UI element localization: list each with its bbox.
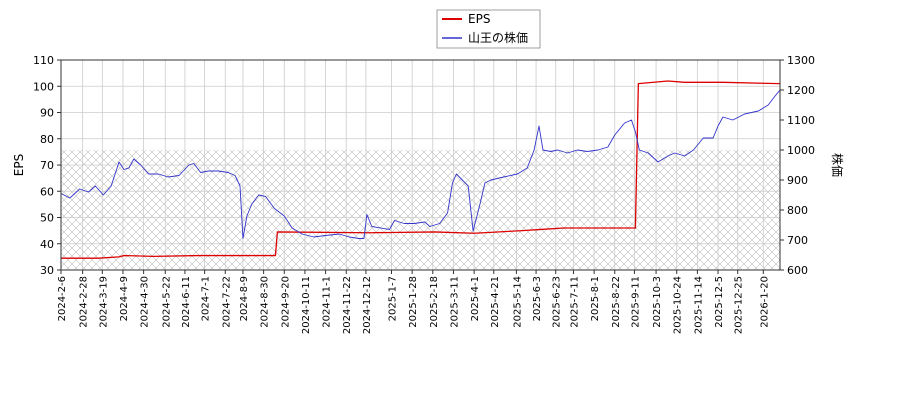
y-right-tick-label: 1300 xyxy=(787,54,815,67)
x-tick-label: 2025-8-22 xyxy=(611,276,622,328)
x-tick-label: 2025-3-11 xyxy=(449,276,460,328)
y-right-tick-label: 1100 xyxy=(787,114,815,127)
y-left-tick-label: 110 xyxy=(33,54,54,67)
x-tick-label: 2024-7-1 xyxy=(201,276,212,321)
y-left-axis-label: EPS xyxy=(12,154,26,176)
x-tick-label: 2025-4-1 xyxy=(470,276,481,321)
hatch-band xyxy=(61,150,780,270)
x-tick-label: 2025-10-24 xyxy=(673,276,684,334)
price-line xyxy=(61,89,780,239)
x-tick-label: 2025-1-28 xyxy=(408,276,419,328)
eps-line xyxy=(61,80,780,259)
legend-box xyxy=(436,9,541,49)
x-tick-label: 2024-4-30 xyxy=(140,276,151,328)
series-layer xyxy=(61,80,780,259)
x-tick-label: 2025-1-7 xyxy=(387,276,398,321)
x-tick-label: 2024-4-9 xyxy=(119,276,130,321)
y-right-tick-label: 600 xyxy=(787,264,808,277)
x-tick-label: 2024-8-9 xyxy=(239,276,250,321)
x-axis-ticks: 2024-2-6 2024-2-28 2024-3-19 2024-4-9 2024-4… xyxy=(57,270,770,334)
x-tick-label: 2024-2-6 xyxy=(57,276,68,321)
x-tick-label: 2024-12-12 xyxy=(362,276,373,334)
y-right-tick-label: 1000 xyxy=(787,144,815,157)
x-tick-label: 2024-7-22 xyxy=(221,276,232,328)
y-left-tick-label: 90 xyxy=(40,107,54,120)
y-left-tick-label: 60 xyxy=(40,185,54,198)
x-tick-label: 2025-12-25 xyxy=(734,276,745,334)
y-right-tick-label: 800 xyxy=(787,204,808,217)
x-tick-label: 2025-6-3 xyxy=(532,276,543,321)
legend: EPS 山王の株価 xyxy=(436,9,541,49)
y-right-tick-label: 900 xyxy=(787,174,808,187)
y-left-tick-label: 70 xyxy=(40,159,54,172)
x-tick-label: 2024-3-19 xyxy=(98,276,109,328)
x-tick-label: 2025-2-18 xyxy=(429,276,440,328)
y-left-tick-label: 40 xyxy=(40,238,54,251)
x-tick-label: 2026-1-20 xyxy=(759,276,770,328)
x-tick-label: 2025-8-1 xyxy=(590,276,601,321)
x-tick-label: 2025-10-3 xyxy=(652,276,663,328)
right-axis-ticks: 600 700 800 900 1000 1100 1200 1300 xyxy=(780,54,815,277)
x-tick-label: 2024-10-11 xyxy=(301,276,312,334)
x-tick-label: 2025-7-11 xyxy=(569,276,580,328)
y-left-tick-label: 80 xyxy=(40,133,54,146)
x-tick-label: 2025-4-21 xyxy=(490,276,501,328)
y-left-tick-label: 50 xyxy=(40,212,54,225)
y-left-tick-label: 30 xyxy=(40,264,54,277)
y-right-tick-label: 1200 xyxy=(787,84,815,97)
legend-eps-label: EPS xyxy=(468,12,490,26)
legend-price-label: 山王の株価 xyxy=(468,30,528,45)
x-tick-label: 2024-5-22 xyxy=(161,276,172,328)
y-right-axis-label: 株価 xyxy=(830,153,845,177)
x-tick-label: 2024-2-28 xyxy=(79,276,90,328)
x-tick-label: 2024-9-20 xyxy=(280,276,291,328)
x-tick-label: 2025-9-11 xyxy=(630,276,641,328)
x-tick-label: 2025-5-14 xyxy=(512,276,523,328)
y-left-tick-label: 100 xyxy=(33,80,54,93)
y-right-tick-label: 700 xyxy=(787,234,808,247)
x-tick-label: 2025-12-5 xyxy=(714,276,725,328)
x-tick-label: 2024-11-22 xyxy=(342,276,353,334)
left-axis-ticks: 30 40 50 60 70 80 90 100 110 xyxy=(33,54,61,277)
x-tick-label: 2025-11-14 xyxy=(693,276,704,334)
x-tick-label: 2024-8-30 xyxy=(260,276,271,328)
x-tick-label: 2024-6-11 xyxy=(181,276,192,328)
x-tick-label: 2025-6-23 xyxy=(552,276,563,328)
x-tick-label: 2024-11-1 xyxy=(322,276,333,328)
